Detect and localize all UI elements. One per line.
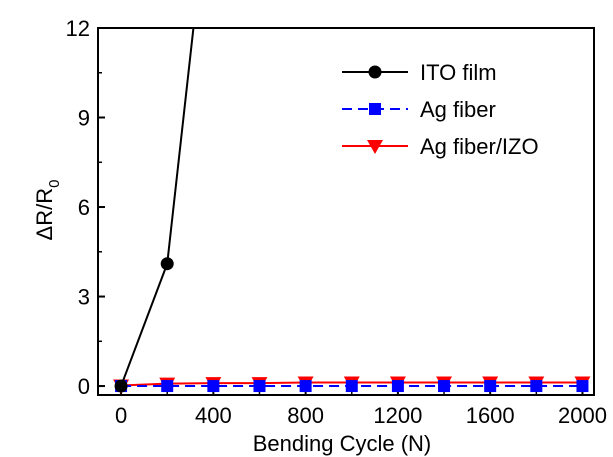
y-tick-label-2: 6 [78,195,90,220]
legend-label-1: Ag fiber [420,97,496,122]
y-tick-label-3: 9 [78,106,90,131]
x-axis-title: Bending Cycle (N) [253,431,432,456]
legend-label-2: Ag fiber/IZO [420,134,539,159]
legend-item-2: Ag fiber/IZO [342,134,539,159]
series-1-point-6 [391,380,404,393]
y-tick-label-1: 3 [78,285,90,310]
y-tick-label-0: 0 [78,374,90,399]
series-1-point-5 [345,380,358,393]
x-tick-label-1: 400 [195,403,232,428]
legend-marker-2 [367,140,383,154]
svg-text:ΔR/R0: ΔR/R0 [32,180,63,241]
series-0-point-1 [160,257,174,271]
data-series [113,28,591,394]
series-1-point-10 [576,380,589,393]
axis-ticks: 0 400 800 1200 1600 2000 0 3 6 9 12 [66,16,607,428]
y-axis-title-main: ΔR/R [32,188,57,241]
series-1-point-9 [530,380,543,393]
legend-item-0: ITO film [342,60,497,85]
x-tick-label-2: 800 [287,403,324,428]
legend-marker-1 [369,103,381,115]
legend-marker-0 [368,65,382,79]
series-1-point-7 [438,380,451,393]
series-0 [114,28,195,393]
x-tick-label-5: 2000 [558,403,607,428]
x-tick-label-0: 0 [115,403,127,428]
series-1-point-4 [299,380,312,393]
series-1-point-8 [484,380,497,393]
series-0-point-0 [114,379,128,393]
y-axis-title-subscript: 0 [46,180,63,188]
x-tick-label-4: 1600 [466,403,515,428]
y-axis-title: ΔR/R0 [32,180,63,241]
series-1-point-2 [207,380,220,393]
series-1-point-3 [253,380,266,393]
plot-frame [97,27,595,396]
series-1-point-1 [161,380,174,393]
legend: ITO film Ag fiber Ag fiber/IZO [342,60,539,159]
y-tick-label-4: 12 [66,16,90,41]
legend-label-0: ITO film [420,60,497,85]
x-tick-label-3: 1200 [373,403,422,428]
series-line-0 [120,28,195,387]
legend-item-1: Ag fiber [342,97,496,122]
